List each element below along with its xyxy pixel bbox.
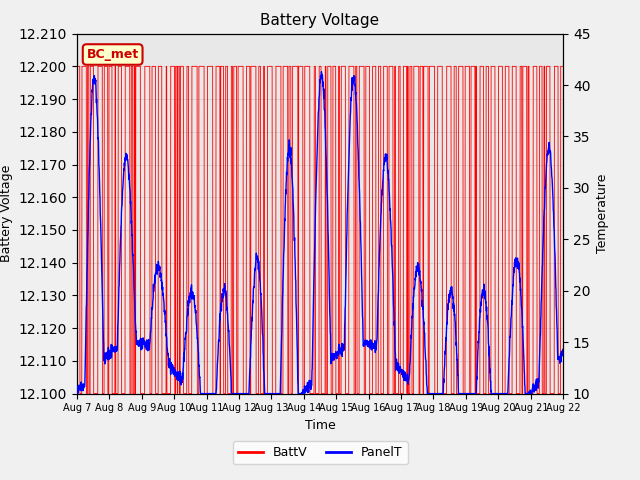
Text: BC_met: BC_met: [86, 48, 139, 61]
Title: Battery Voltage: Battery Voltage: [260, 13, 380, 28]
X-axis label: Time: Time: [305, 419, 335, 432]
Legend: BattV, PanelT: BattV, PanelT: [232, 441, 408, 464]
Y-axis label: Battery Voltage: Battery Voltage: [0, 165, 13, 262]
Y-axis label: Temperature: Temperature: [596, 174, 609, 253]
